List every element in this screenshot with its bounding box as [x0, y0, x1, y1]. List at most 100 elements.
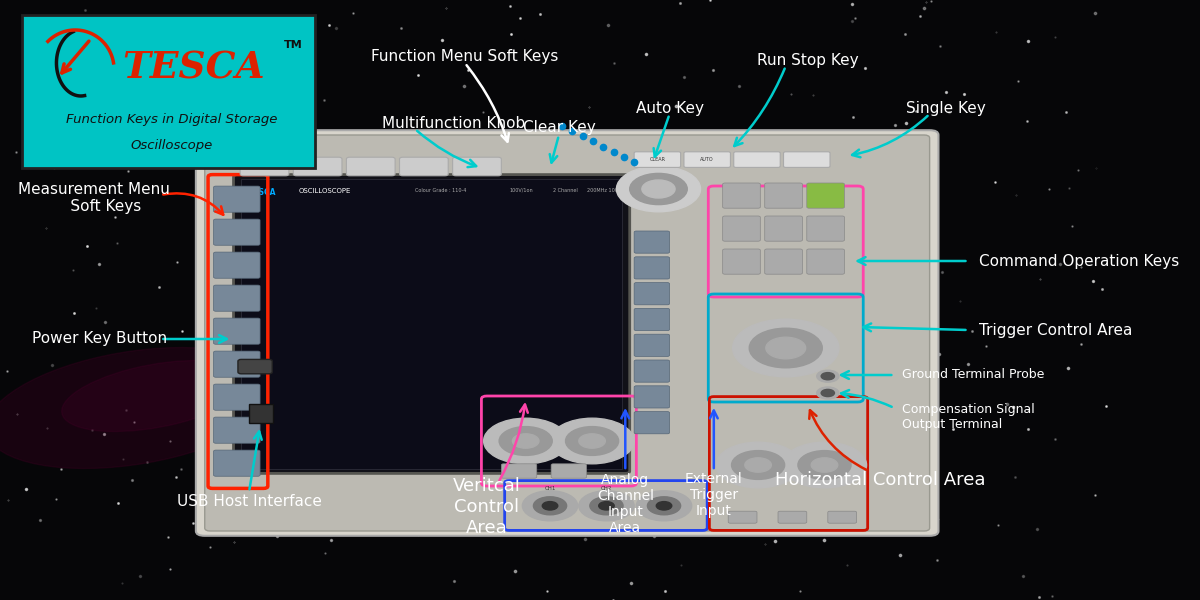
FancyBboxPatch shape	[196, 130, 938, 536]
Text: Clear Key: Clear Key	[522, 119, 595, 134]
Text: TESCA: TESCA	[250, 188, 276, 197]
FancyBboxPatch shape	[778, 511, 806, 523]
FancyBboxPatch shape	[764, 249, 803, 274]
FancyBboxPatch shape	[828, 511, 857, 523]
Text: Multifunction Knob: Multifunction Knob	[382, 115, 526, 130]
FancyBboxPatch shape	[502, 464, 536, 478]
Text: Oscilloscope: Oscilloscope	[131, 139, 212, 152]
Text: Horizontal Control Area: Horizontal Control Area	[774, 471, 985, 489]
Text: Analog
Channel
Input
Area: Analog Channel Input Area	[596, 473, 654, 535]
FancyBboxPatch shape	[214, 318, 260, 344]
Text: CH1: CH1	[545, 487, 556, 491]
Circle shape	[656, 502, 672, 510]
Circle shape	[484, 418, 568, 464]
Text: AUTO: AUTO	[701, 157, 714, 162]
Circle shape	[599, 502, 614, 510]
FancyBboxPatch shape	[214, 285, 260, 311]
FancyBboxPatch shape	[634, 412, 670, 434]
FancyBboxPatch shape	[722, 249, 761, 274]
Circle shape	[499, 427, 552, 455]
Circle shape	[578, 434, 605, 448]
FancyBboxPatch shape	[806, 183, 845, 208]
FancyBboxPatch shape	[634, 334, 670, 356]
Circle shape	[550, 418, 634, 464]
FancyBboxPatch shape	[214, 252, 260, 278]
FancyBboxPatch shape	[551, 464, 587, 478]
Circle shape	[522, 491, 577, 521]
FancyBboxPatch shape	[764, 183, 803, 208]
FancyBboxPatch shape	[400, 157, 449, 176]
FancyBboxPatch shape	[250, 404, 274, 423]
FancyBboxPatch shape	[214, 417, 260, 443]
Circle shape	[590, 497, 623, 515]
FancyBboxPatch shape	[452, 157, 502, 176]
Text: Ground Terminal Probe: Ground Terminal Probe	[902, 368, 1044, 382]
Circle shape	[716, 442, 800, 488]
Text: USB Host Interface: USB Host Interface	[176, 493, 322, 509]
Text: Measurement Menu
     Soft Keys: Measurement Menu Soft Keys	[18, 182, 170, 214]
FancyBboxPatch shape	[806, 249, 845, 274]
FancyBboxPatch shape	[722, 183, 761, 208]
Text: 2 Channel: 2 Channel	[553, 188, 578, 193]
Circle shape	[798, 451, 851, 479]
Text: Function Keys in Digital Storage: Function Keys in Digital Storage	[66, 113, 277, 127]
Text: CLEAR: CLEAR	[649, 157, 665, 162]
Circle shape	[617, 166, 701, 212]
FancyBboxPatch shape	[241, 179, 622, 469]
FancyBboxPatch shape	[214, 450, 260, 476]
Text: OSCILLOSCOPE: OSCILLOSCOPE	[299, 188, 352, 194]
Circle shape	[811, 458, 838, 472]
Circle shape	[542, 502, 558, 510]
FancyBboxPatch shape	[347, 157, 395, 176]
FancyBboxPatch shape	[214, 384, 260, 410]
FancyBboxPatch shape	[22, 15, 316, 168]
FancyBboxPatch shape	[634, 360, 670, 382]
Circle shape	[782, 442, 866, 488]
Circle shape	[821, 389, 834, 397]
Circle shape	[512, 434, 539, 448]
Ellipse shape	[61, 361, 248, 431]
FancyBboxPatch shape	[205, 135, 930, 531]
Text: Power Key Button: Power Key Button	[32, 331, 167, 346]
FancyBboxPatch shape	[214, 351, 260, 377]
Circle shape	[630, 173, 688, 205]
Text: TM: TM	[284, 40, 302, 50]
Text: Single Key: Single Key	[906, 101, 986, 115]
FancyBboxPatch shape	[634, 231, 670, 253]
Circle shape	[766, 337, 805, 359]
Circle shape	[642, 180, 676, 198]
Circle shape	[733, 319, 839, 377]
FancyBboxPatch shape	[240, 157, 289, 176]
FancyBboxPatch shape	[634, 386, 670, 408]
Text: Function Menu Soft Keys: Function Menu Soft Keys	[371, 49, 558, 64]
Text: External
Trigger
Input: External Trigger Input	[685, 472, 743, 518]
Circle shape	[817, 370, 839, 382]
Text: 100V/1on: 100V/1on	[509, 188, 533, 193]
Circle shape	[534, 497, 566, 515]
FancyBboxPatch shape	[733, 152, 780, 167]
Circle shape	[745, 458, 772, 472]
FancyBboxPatch shape	[684, 152, 731, 167]
Text: CH2: CH2	[601, 487, 612, 491]
FancyBboxPatch shape	[214, 219, 260, 245]
Circle shape	[636, 491, 691, 521]
FancyBboxPatch shape	[634, 308, 670, 331]
FancyBboxPatch shape	[764, 216, 803, 241]
Text: TESCA: TESCA	[122, 49, 265, 86]
Text: Colour Grade : 110-4: Colour Grade : 110-4	[415, 188, 467, 193]
Text: 200MHz 100s/s: 200MHz 100s/s	[587, 188, 624, 193]
FancyBboxPatch shape	[214, 186, 260, 212]
Text: Veritcal
Control
Area: Veritcal Control Area	[454, 477, 521, 537]
FancyBboxPatch shape	[728, 511, 757, 523]
Text: Trigger Control Area: Trigger Control Area	[979, 323, 1133, 337]
FancyBboxPatch shape	[234, 175, 630, 473]
FancyBboxPatch shape	[784, 152, 830, 167]
FancyBboxPatch shape	[634, 152, 680, 167]
FancyBboxPatch shape	[634, 283, 670, 305]
Text: Command Operation Keys: Command Operation Keys	[979, 254, 1180, 269]
Circle shape	[648, 497, 680, 515]
FancyBboxPatch shape	[293, 157, 342, 176]
FancyBboxPatch shape	[722, 216, 761, 241]
Circle shape	[732, 451, 785, 479]
Circle shape	[578, 491, 634, 521]
